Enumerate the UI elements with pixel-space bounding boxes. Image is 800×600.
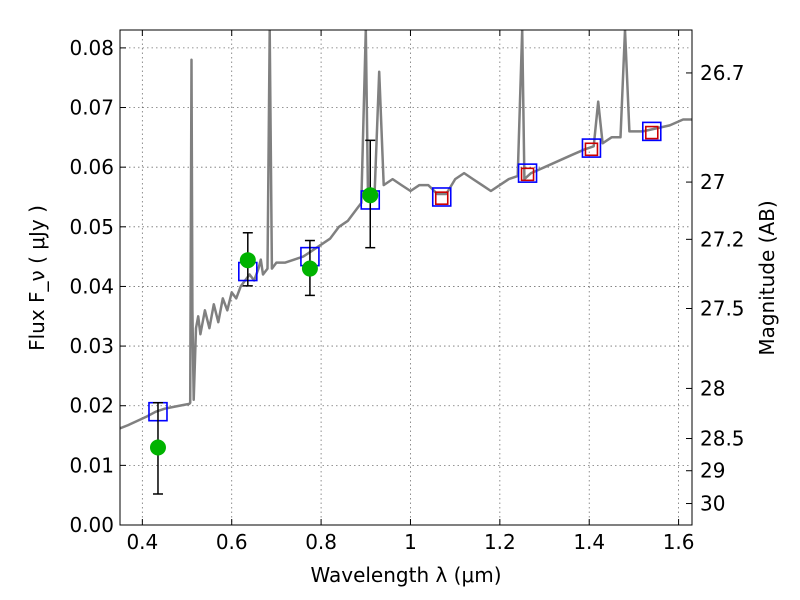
green-data-point [301, 260, 318, 277]
y-tick-label: 0.01 [69, 453, 114, 477]
y-tick-label: 0.00 [69, 513, 114, 537]
axes-layer: 0.4 0.6 0.8 1 1.2 1.4 1.6 0.00 0.01 0.02 0.03 0.04 0… [69, 30, 745, 554]
right-tick-label: 29 [700, 459, 725, 483]
x-tick-label: 1.6 [663, 530, 695, 554]
x-axis-label: Wavelength λ (μm) [310, 563, 501, 587]
right-tick-label: 30 [700, 492, 725, 516]
x-tick-label: 0.6 [216, 530, 248, 554]
red-square-marker [584, 142, 599, 157]
x-tick-label: 1.2 [484, 530, 516, 554]
plot-frame [119, 29, 693, 526]
y-axis-label-right: Magnitude (AB) [755, 200, 779, 355]
green-data-point [239, 252, 256, 269]
right-tick-label: 27.5 [700, 297, 745, 321]
y-tick-label: 0.04 [69, 274, 114, 298]
y-tick-label: 0.06 [69, 155, 114, 179]
blue-square-marker [517, 163, 538, 183]
blue-square-marker [581, 138, 602, 158]
y-axis-label-left: Flux F_ν ( μJy ) [25, 205, 49, 351]
y-tick-label: 0.08 [69, 36, 114, 60]
spectrum-line [120, 30, 692, 430]
x-tick-label: 1.4 [573, 530, 605, 554]
x-tick-label: 1 [404, 530, 417, 554]
red-square-marker [434, 191, 449, 205]
blue-square-marker [431, 187, 452, 207]
red-square-marker [644, 125, 659, 140]
red-square-marker [520, 167, 535, 182]
right-tick-label: 27.2 [700, 227, 745, 251]
right-tick-label: 28.5 [700, 427, 745, 451]
green-data-point [149, 439, 166, 456]
y-tick-label: 0.07 [69, 96, 114, 120]
y-tick-label: 0.05 [69, 215, 114, 239]
plot-layer [120, 30, 692, 495]
x-tick-label: 0.8 [305, 530, 337, 554]
green-data-point [362, 187, 379, 204]
right-tick-label: 27 [700, 170, 725, 194]
right-tick-label: 26.7 [700, 61, 745, 85]
y-tick-label: 0.03 [69, 334, 114, 358]
blue-square-marker [641, 121, 662, 142]
right-tick-label: 28 [700, 376, 725, 400]
y-tick-label: 0.02 [69, 394, 114, 418]
grid-layer [120, 30, 692, 526]
x-tick-label: 0.4 [126, 530, 158, 554]
